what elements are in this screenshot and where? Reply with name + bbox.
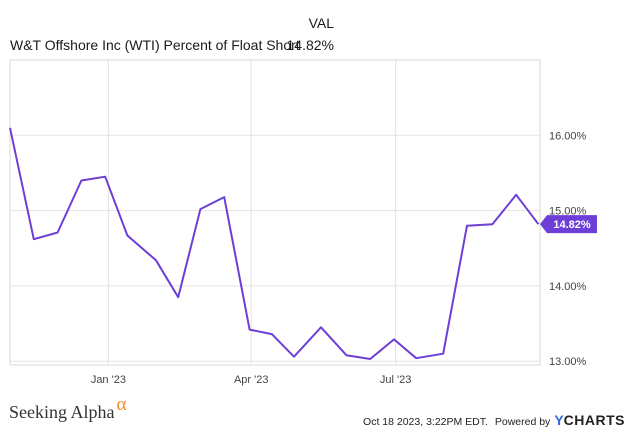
current-value-label: 14.82% [553,219,591,231]
ycharts-logo-icon: Y [554,412,564,428]
y-tick-label: 15.00% [549,206,587,218]
header-val-label: VAL [308,15,334,31]
series-line [9,127,540,360]
alpha-logo-icon: α [116,394,127,415]
current-value-badge [540,215,597,234]
line-layer [9,127,540,360]
brand-text: Seeking Alpha [9,402,115,422]
plot-area [9,59,541,366]
y-tick-label: 13.00% [549,356,587,368]
x-tick-label: Apr '23 [234,374,269,386]
timestamp: Oct 18 2023, 3:22PM EDT. [363,416,488,428]
tick-layer: 13.00% 14.00% 15.00% 16.00% Jan '23 Apr '23 Ju… [91,130,587,386]
series-value: 14.82% [286,37,334,53]
y-tick-label: 16.00% [549,130,587,142]
powered-by: Powered by [494,416,551,428]
x-tick-label: Jul '23 [380,374,411,386]
ycharts-logo-text: CHARTS [563,412,625,428]
x-tick-label: Jan '23 [91,374,126,386]
footer-credits: Oct 18 2023, 3:22PM EDT. Powered by YCHAR… [363,412,625,428]
grid-layer [10,60,540,365]
badge-layer: 14.82% [540,215,597,234]
y-tick-label: 14.00% [549,281,587,293]
series-name: W&T Offshore Inc (WTI) Percent of Float … [10,37,300,53]
seeking-alpha-logo: Seeking Alpha α [9,394,126,424]
